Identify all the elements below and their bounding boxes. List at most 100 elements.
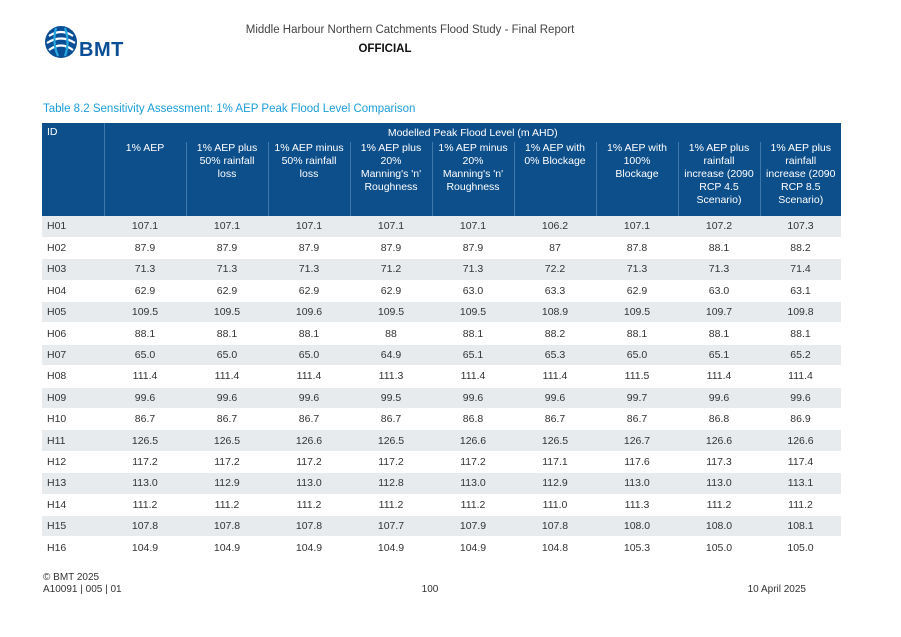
flood-level-cell: 107.8 xyxy=(268,515,350,538)
flood-level-cell: 87 xyxy=(514,237,596,260)
table-row: H10 86.7 86.7 86.7 86.7 86.8 86.7 86.7 86.8 86.9 xyxy=(42,408,842,431)
flood-level-cell: 88.1 xyxy=(186,322,268,345)
flood-level-cell: 62.9 xyxy=(268,280,350,303)
table-row: H12 117.2 117.2 117.2 117.2 117.2 117.1 117.6 11… xyxy=(42,451,842,474)
flood-level-cell: 99.7 xyxy=(596,387,678,410)
flood-level-cell: 88.1 xyxy=(432,322,514,345)
flood-level-cell: 107.1 xyxy=(268,216,350,238)
flood-level-cell: 105.0 xyxy=(678,536,760,559)
flood-level-cell: 113.1 xyxy=(760,472,842,495)
flood-level-cell: 71.2 xyxy=(350,258,432,281)
flood-level-cell: 111.4 xyxy=(678,365,760,388)
flood-level-cell: 71.3 xyxy=(678,258,760,281)
flood-level-cell: 117.2 xyxy=(186,451,268,474)
table-body: H01 107.1 107.1 107.1 107.1 107.1 106.2 107.1 10… xyxy=(42,216,842,559)
flood-level-cell: 111.3 xyxy=(596,494,678,516)
row-id-cell: H08 xyxy=(42,365,104,388)
flood-level-cell: 99.6 xyxy=(186,387,268,410)
flood-level-cell: 117.3 xyxy=(678,451,760,474)
flood-level-cell: 111.0 xyxy=(514,494,596,516)
row-id-cell: H06 xyxy=(42,322,104,345)
table-row: H13 113.0 112.9 113.0 112.8 113.0 112.9 113.0 11… xyxy=(42,472,842,495)
flood-level-cell: 86.8 xyxy=(432,408,514,431)
flood-level-cell: 86.7 xyxy=(104,408,186,431)
flood-level-cell: 107.2 xyxy=(678,216,760,238)
footer-copyright: © BMT 2025 xyxy=(43,572,100,583)
flood-level-cell: 87.9 xyxy=(268,237,350,260)
flood-level-cell: 126.5 xyxy=(350,429,432,452)
flood-level-cell: 109.5 xyxy=(432,301,514,324)
flood-level-cell: 86.7 xyxy=(186,408,268,431)
row-id-cell: H15 xyxy=(42,515,104,538)
flood-level-cell: 87.9 xyxy=(350,237,432,260)
flood-level-cell: 108.9 xyxy=(514,301,596,324)
flood-level-cell: 99.5 xyxy=(350,387,432,410)
flood-level-cell: 107.8 xyxy=(104,515,186,538)
flood-level-cell: 86.8 xyxy=(678,408,760,431)
table-row: H03 71.3 71.3 71.3 71.2 71.3 72.2 71.3 71.3 71.4 xyxy=(42,258,842,281)
flood-level-cell: 62.9 xyxy=(596,280,678,303)
flood-level-table: ID Modelled Peak Flood Level (m AHD) 1% … xyxy=(42,123,842,559)
flood-level-cell: 62.9 xyxy=(104,280,186,303)
flood-level-cell: 99.6 xyxy=(678,387,760,410)
flood-level-cell: 107.1 xyxy=(186,216,268,238)
flood-level-cell: 112.9 xyxy=(186,472,268,495)
flood-level-cell: 126.6 xyxy=(678,429,760,452)
flood-level-cell: 126.7 xyxy=(596,429,678,452)
flood-level-cell: 112.9 xyxy=(514,472,596,495)
table-row: H04 62.9 62.9 62.9 62.9 63.0 63.3 62.9 63.0 63.1 xyxy=(42,280,842,303)
flood-level-cell: 104.9 xyxy=(186,536,268,559)
flood-level-cell: 72.2 xyxy=(514,258,596,281)
flood-level-cell: 117.2 xyxy=(268,451,350,474)
column-header: 1% AEP with 0% Blockage xyxy=(513,142,596,216)
flood-level-cell: 104.9 xyxy=(432,536,514,559)
row-id-cell: H12 xyxy=(42,451,104,474)
flood-level-cell: 109.5 xyxy=(186,301,268,324)
flood-level-cell: 107.1 xyxy=(350,216,432,238)
flood-level-cell: 111.2 xyxy=(104,494,186,516)
flood-level-cell: 71.3 xyxy=(104,258,186,281)
flood-level-cell: 64.9 xyxy=(350,344,432,367)
column-header: 1% AEP minus 20% Manning's 'n' Roughness xyxy=(431,142,514,216)
table-row: H02 87.9 87.9 87.9 87.9 87.9 87 87.8 88.1 88.2 xyxy=(42,237,842,260)
flood-level-cell: 113.0 xyxy=(596,472,678,495)
flood-level-cell: 111.4 xyxy=(760,365,842,388)
flood-level-cell: 111.2 xyxy=(186,494,268,516)
row-id-cell: H01 xyxy=(42,216,104,238)
column-header: 1% AEP minus 50% rainfall loss xyxy=(267,142,350,216)
row-id-cell: H16 xyxy=(42,536,104,559)
flood-level-cell: 111.2 xyxy=(350,494,432,516)
flood-level-cell: 99.6 xyxy=(268,387,350,410)
table-row: H15 107.8 107.8 107.8 107.7 107.9 107.8 108.0 10… xyxy=(42,515,842,538)
flood-level-cell: 62.9 xyxy=(350,280,432,303)
flood-level-cell: 111.2 xyxy=(678,494,760,516)
row-id-cell: H02 xyxy=(42,237,104,260)
row-id-cell: H14 xyxy=(42,494,104,516)
flood-level-cell: 105.3 xyxy=(596,536,678,559)
flood-level-cell: 88.2 xyxy=(760,237,842,260)
flood-level-cell: 99.6 xyxy=(432,387,514,410)
flood-level-cell: 88.1 xyxy=(760,322,842,345)
flood-level-cell: 86.7 xyxy=(596,408,678,431)
flood-level-cell: 109.6 xyxy=(268,301,350,324)
column-header: 1% AEP plus 50% rainfall loss xyxy=(185,142,268,216)
flood-level-cell: 111.4 xyxy=(514,365,596,388)
flood-level-cell: 63.0 xyxy=(678,280,760,303)
flood-level-cell: 111.3 xyxy=(350,365,432,388)
flood-level-cell: 117.2 xyxy=(432,451,514,474)
flood-level-cell: 111.5 xyxy=(596,365,678,388)
flood-level-cell: 126.6 xyxy=(268,429,350,452)
logo-wordmark: BMT xyxy=(79,39,124,61)
row-id-cell: H05 xyxy=(42,301,104,324)
flood-level-cell: 86.7 xyxy=(350,408,432,431)
table-row: H01 107.1 107.1 107.1 107.1 107.1 106.2 107.1 10… xyxy=(42,216,842,238)
flood-level-cell: 111.2 xyxy=(268,494,350,516)
flood-level-cell: 111.2 xyxy=(760,494,842,516)
flood-level-cell: 108.0 xyxy=(678,515,760,538)
row-id-cell: H13 xyxy=(42,472,104,495)
row-id-cell: H04 xyxy=(42,280,104,303)
flood-level-cell: 86.7 xyxy=(514,408,596,431)
flood-level-cell: 107.9 xyxy=(432,515,514,538)
flood-level-cell: 117.2 xyxy=(104,451,186,474)
row-id-cell: H10 xyxy=(42,408,104,431)
